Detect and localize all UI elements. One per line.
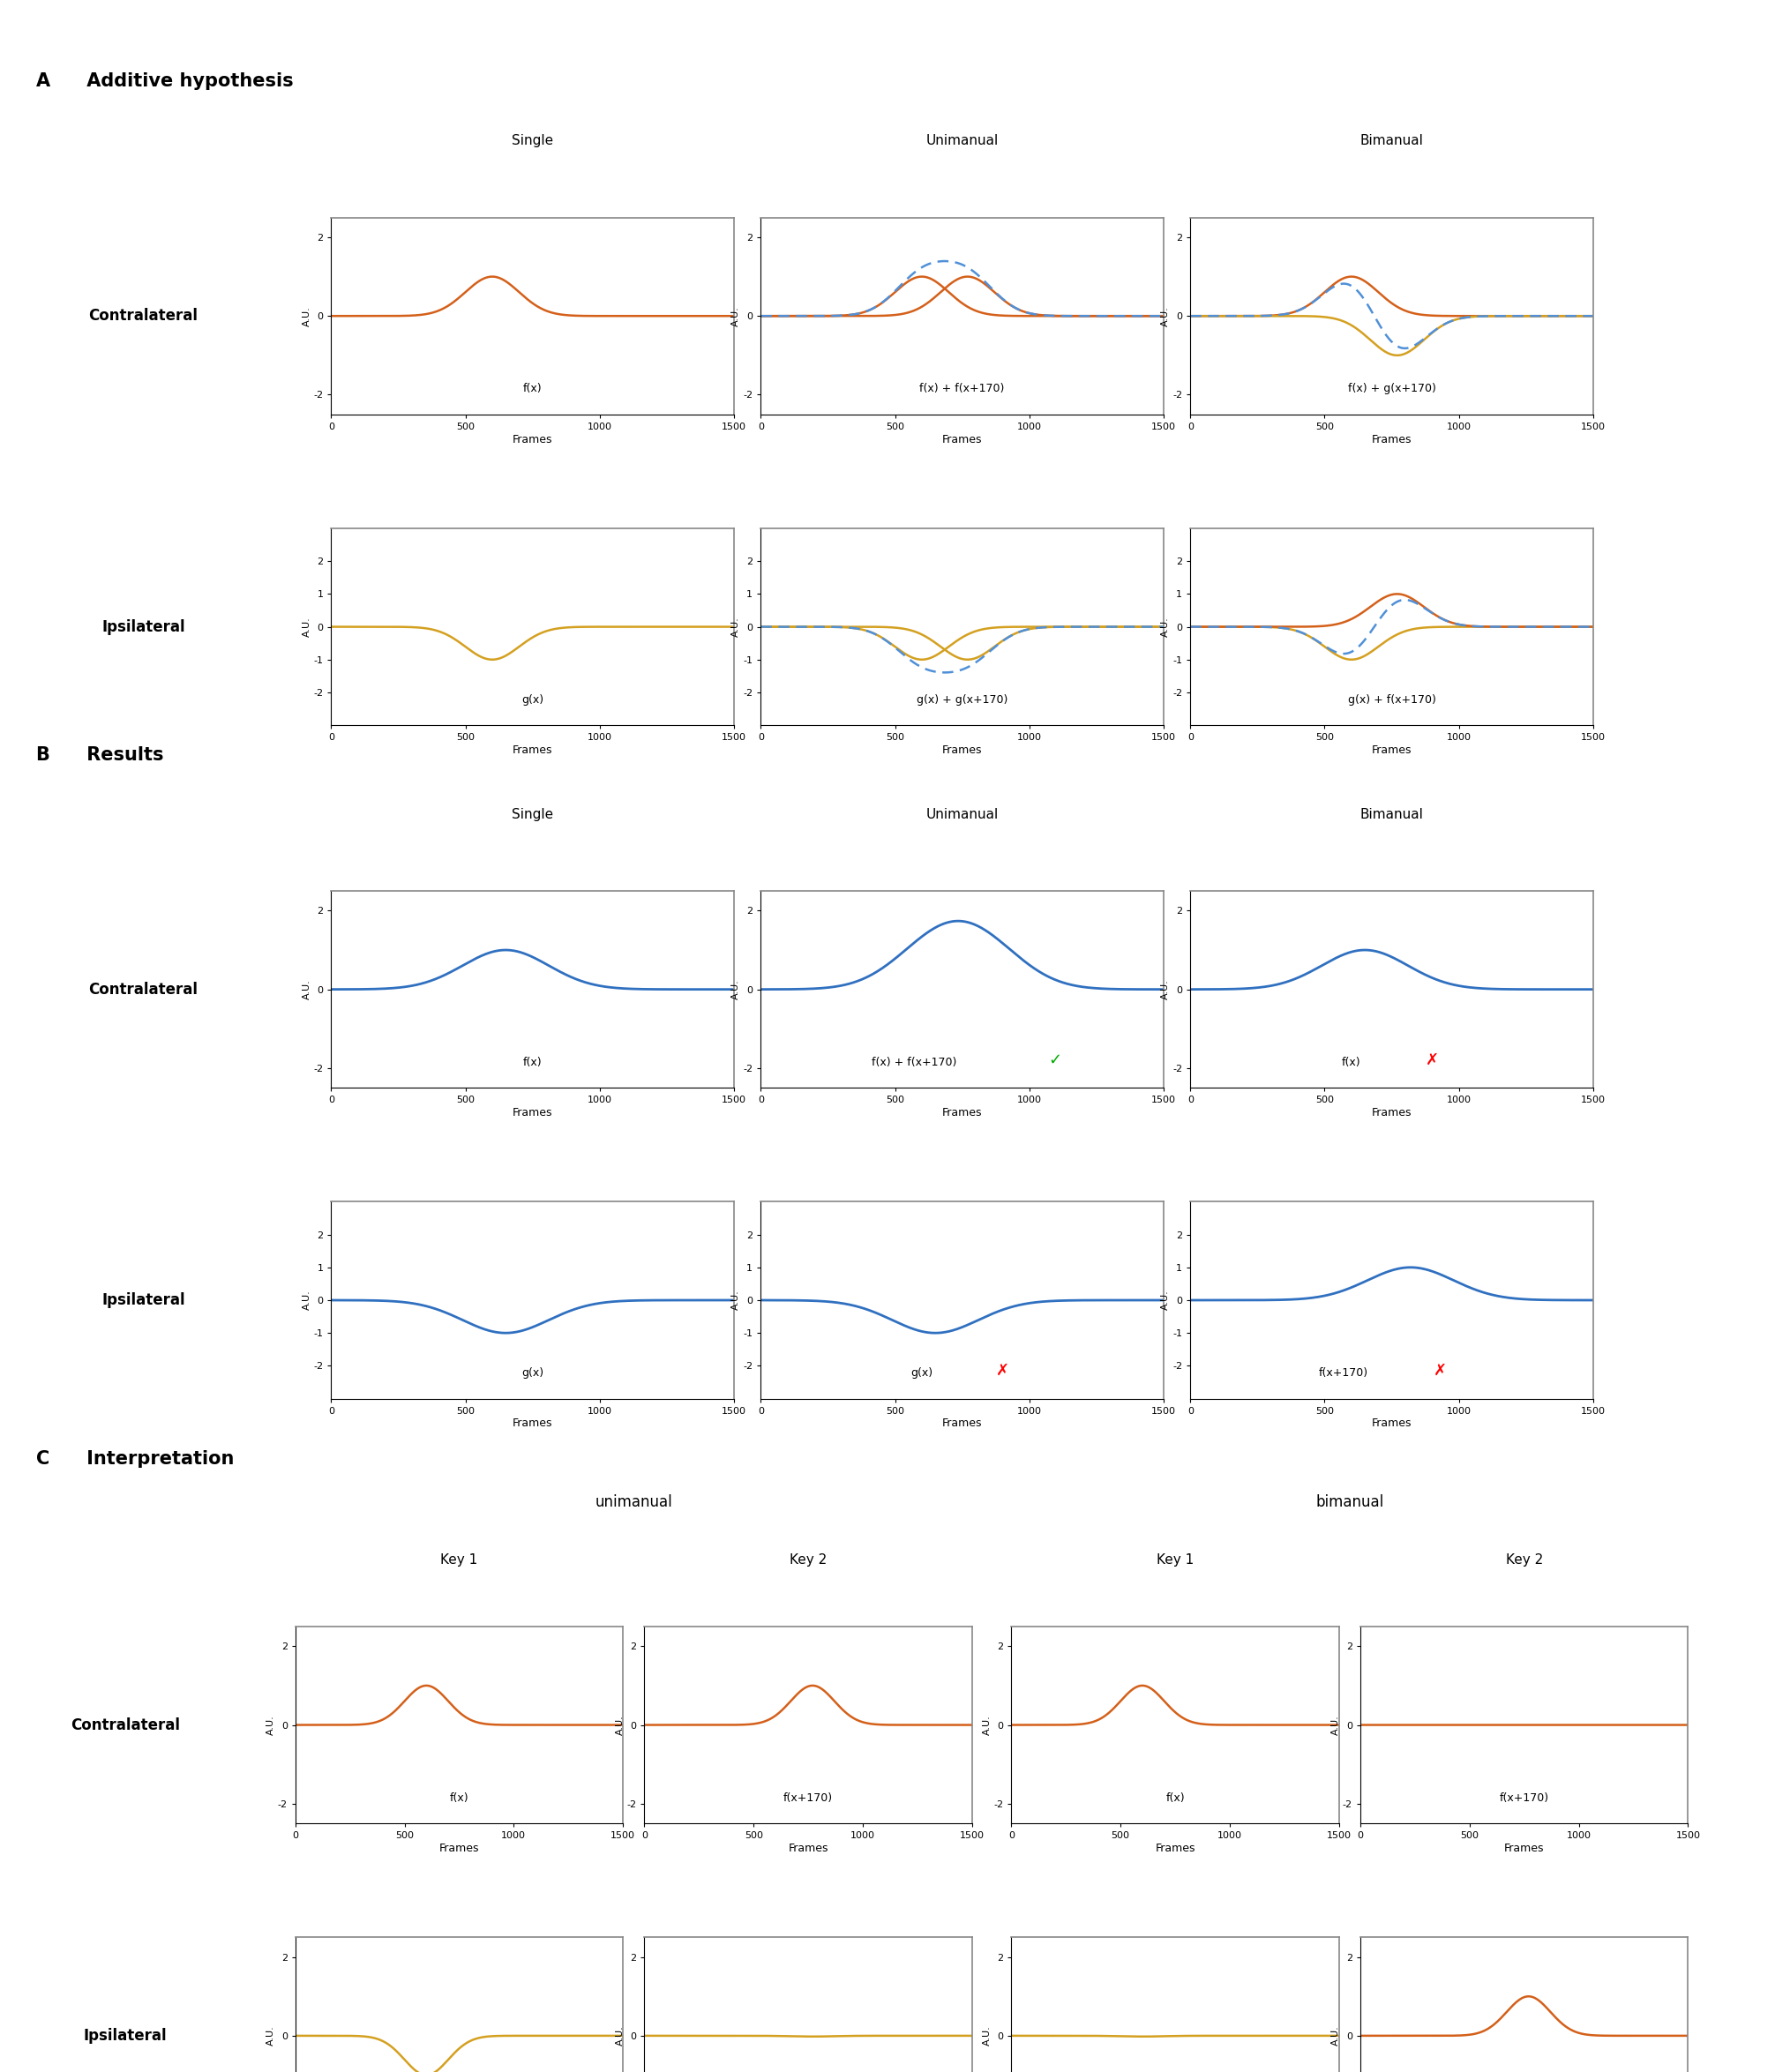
Y-axis label: A.U.: A.U. — [732, 617, 741, 636]
Text: C: C — [36, 1450, 50, 1469]
Text: Ipsilateral: Ipsilateral — [84, 2028, 166, 2043]
Text: Single: Single — [512, 135, 553, 147]
X-axis label: Frames: Frames — [788, 1842, 829, 1854]
Text: f(x): f(x) — [523, 383, 542, 394]
Text: g(x): g(x) — [521, 694, 544, 704]
Y-axis label: A.U.: A.U. — [303, 617, 311, 636]
Text: Contralateral: Contralateral — [70, 1718, 181, 1732]
X-axis label: Frames: Frames — [942, 744, 983, 756]
X-axis label: Frames: Frames — [942, 1106, 983, 1119]
Text: Results: Results — [81, 746, 165, 765]
Text: unimanual: unimanual — [594, 1494, 673, 1510]
Y-axis label: A.U.: A.U. — [267, 1716, 276, 1734]
Y-axis label: A.U.: A.U. — [1162, 1291, 1171, 1310]
X-axis label: Frames: Frames — [512, 744, 553, 756]
Y-axis label: A.U.: A.U. — [732, 307, 741, 325]
Text: Unimanual: Unimanual — [925, 135, 999, 147]
X-axis label: Frames: Frames — [512, 1106, 553, 1119]
Text: A: A — [36, 73, 50, 91]
Y-axis label: A.U.: A.U. — [303, 1291, 311, 1310]
Text: Contralateral: Contralateral — [88, 309, 199, 323]
Text: B: B — [36, 746, 50, 765]
Y-axis label: A.U.: A.U. — [616, 1716, 625, 1734]
Y-axis label: A.U.: A.U. — [983, 1716, 992, 1734]
Text: Interpretation: Interpretation — [81, 1450, 234, 1469]
X-axis label: Frames: Frames — [512, 433, 553, 445]
Y-axis label: A.U.: A.U. — [616, 2026, 625, 2045]
Y-axis label: A.U.: A.U. — [267, 2026, 276, 2045]
X-axis label: Frames: Frames — [942, 1417, 983, 1430]
Text: Key 1: Key 1 — [1156, 1554, 1194, 1566]
Y-axis label: A.U.: A.U. — [732, 980, 741, 999]
Text: Bimanual: Bimanual — [1360, 808, 1423, 821]
Text: g(x): g(x) — [521, 1368, 544, 1380]
Y-axis label: A.U.: A.U. — [1162, 617, 1171, 636]
Text: f(x) + f(x+170): f(x) + f(x+170) — [920, 383, 1004, 394]
X-axis label: Frames: Frames — [1371, 744, 1412, 756]
Text: Key 2: Key 2 — [789, 1554, 827, 1566]
Text: Bimanual: Bimanual — [1360, 135, 1423, 147]
X-axis label: Frames: Frames — [1155, 1842, 1196, 1854]
Text: f(x) + f(x+170): f(x) + f(x+170) — [872, 1057, 956, 1067]
Text: g(x) + g(x+170): g(x) + g(x+170) — [916, 694, 1008, 704]
Text: Additive hypothesis: Additive hypothesis — [81, 73, 294, 91]
X-axis label: Frames: Frames — [1371, 1417, 1412, 1430]
Text: f(x): f(x) — [449, 1792, 469, 1803]
X-axis label: Frames: Frames — [942, 433, 983, 445]
Y-axis label: A.U.: A.U. — [732, 1291, 741, 1310]
Text: g(x) + f(x+170): g(x) + f(x+170) — [1348, 694, 1436, 704]
Y-axis label: A.U.: A.U. — [1162, 307, 1171, 325]
Y-axis label: A.U.: A.U. — [1332, 2026, 1341, 2045]
Text: Key 1: Key 1 — [440, 1554, 478, 1566]
Text: f(x): f(x) — [1165, 1792, 1185, 1803]
Y-axis label: A.U.: A.U. — [983, 2026, 992, 2045]
Text: f(x+170): f(x+170) — [1319, 1368, 1368, 1380]
Text: ✓: ✓ — [1049, 1053, 1061, 1067]
Text: Ipsilateral: Ipsilateral — [102, 620, 184, 634]
Text: ✗: ✗ — [1434, 1363, 1446, 1380]
Y-axis label: A.U.: A.U. — [303, 980, 311, 999]
Text: ✗: ✗ — [995, 1363, 1010, 1380]
Text: g(x): g(x) — [911, 1368, 933, 1380]
X-axis label: Frames: Frames — [439, 1842, 480, 1854]
X-axis label: Frames: Frames — [1504, 1842, 1545, 1854]
Text: f(x): f(x) — [1342, 1057, 1360, 1067]
Text: f(x): f(x) — [523, 1057, 542, 1067]
Text: Contralateral: Contralateral — [88, 982, 199, 997]
Y-axis label: A.U.: A.U. — [1162, 980, 1171, 999]
Y-axis label: A.U.: A.U. — [303, 307, 311, 325]
Text: f(x) + g(x+170): f(x) + g(x+170) — [1348, 383, 1436, 394]
Text: Ipsilateral: Ipsilateral — [102, 1293, 184, 1307]
X-axis label: Frames: Frames — [1371, 433, 1412, 445]
X-axis label: Frames: Frames — [1371, 1106, 1412, 1119]
Text: ✗: ✗ — [1425, 1053, 1439, 1067]
Text: Key 2: Key 2 — [1505, 1554, 1543, 1566]
Text: f(x+170): f(x+170) — [784, 1792, 832, 1803]
Text: bimanual: bimanual — [1316, 1494, 1384, 1510]
Y-axis label: A.U.: A.U. — [1332, 1716, 1341, 1734]
Text: f(x+170): f(x+170) — [1500, 1792, 1548, 1803]
Text: Unimanual: Unimanual — [925, 808, 999, 821]
Text: Single: Single — [512, 808, 553, 821]
X-axis label: Frames: Frames — [512, 1417, 553, 1430]
